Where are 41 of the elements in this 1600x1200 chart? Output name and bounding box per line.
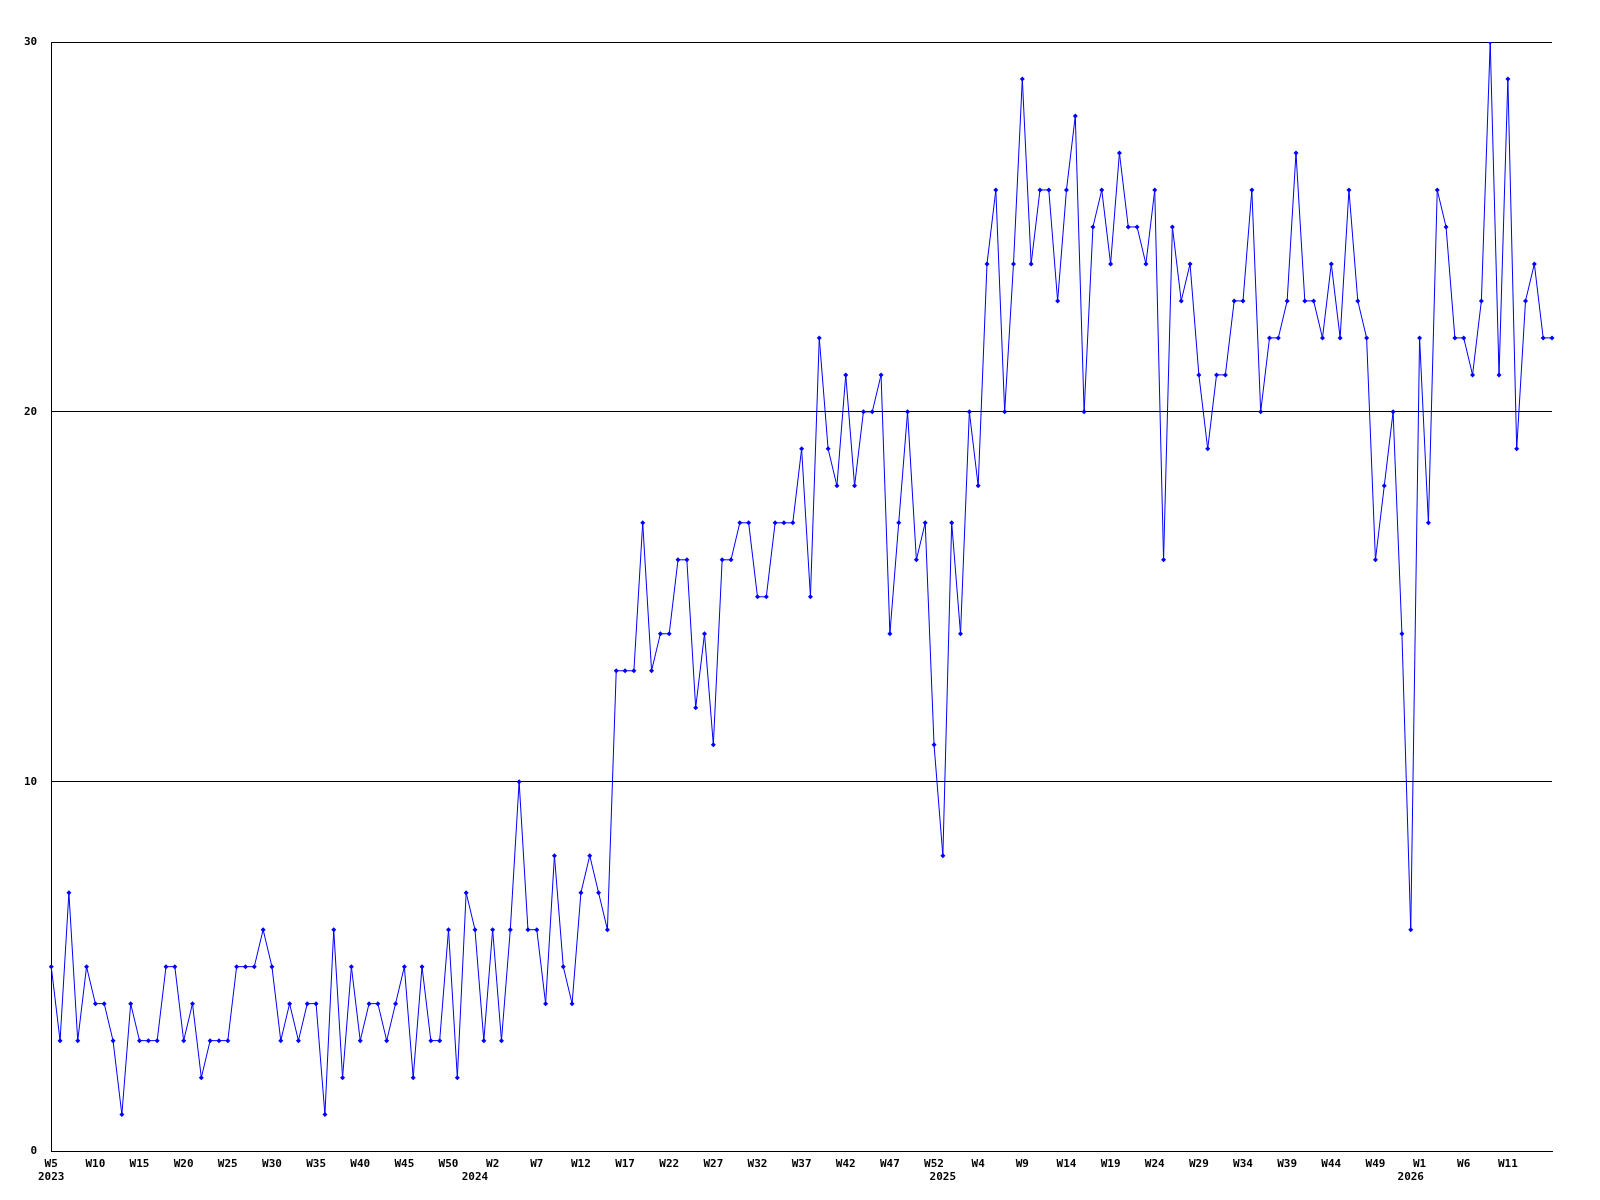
x-tick-label: W45 (394, 1157, 415, 1171)
x-tick-label: W4 (971, 1157, 986, 1171)
y-tick-label: 10 (24, 774, 38, 788)
x-tick-label: W42 (835, 1157, 856, 1171)
x-tick-label: W9 (1015, 1157, 1029, 1171)
x-tick-label: W35 (306, 1157, 327, 1171)
x-tick-label: W49 (1365, 1157, 1386, 1171)
x-tick-label: W7 (530, 1157, 544, 1171)
x-tick-label: W27 (703, 1157, 724, 1171)
x-tick-label: W32 (747, 1157, 768, 1171)
x-tick-label: W1 (1412, 1157, 1427, 1171)
x-tick-label: W6 (1457, 1157, 1471, 1171)
x-tick-label: W25 (217, 1157, 238, 1171)
x-tick-label: W17 (615, 1157, 635, 1171)
x-tick-label: W40 (350, 1157, 371, 1171)
x-tick-label: W39 (1277, 1157, 1298, 1171)
y-tick-label: 0 (30, 1144, 38, 1158)
y-tick-label: 20 (24, 404, 38, 418)
x-tick-label: W15 (129, 1157, 150, 1171)
x-tick-label: 2024 (461, 1170, 489, 1184)
x-tick-label: W10 (85, 1157, 106, 1171)
x-tick-label: W19 (1100, 1157, 1121, 1171)
x-tick-label: W37 (791, 1157, 812, 1171)
x-tick-label: W50 (438, 1157, 459, 1171)
x-tick-label: W14 (1056, 1157, 1077, 1171)
x-tick-label: W5 2023 (38, 1157, 65, 1184)
x-tick-label: W11 (1497, 1157, 1519, 1171)
x-tick-label: W29 (1188, 1157, 1209, 1171)
x-tick-label: W47 (879, 1157, 900, 1171)
x-tick-label: W30 (262, 1157, 282, 1171)
x-tick-label: W52 (924, 1157, 944, 1171)
x-tick-label: W24 (1144, 1157, 1166, 1171)
x-tick-label: 2026 (1397, 1170, 1425, 1184)
x-tick-label: W44 (1321, 1157, 1342, 1171)
x-tick-label: W2 (486, 1157, 500, 1171)
x-tick-label: W34 (1233, 1157, 1254, 1171)
x-tick-label: W22 (659, 1157, 680, 1171)
x-tick-label: W12 (570, 1157, 591, 1171)
y-tick-label: 30 (24, 34, 38, 48)
x-tick-label: W20 (173, 1157, 194, 1171)
x-tick-label: 2025 (929, 1170, 957, 1184)
